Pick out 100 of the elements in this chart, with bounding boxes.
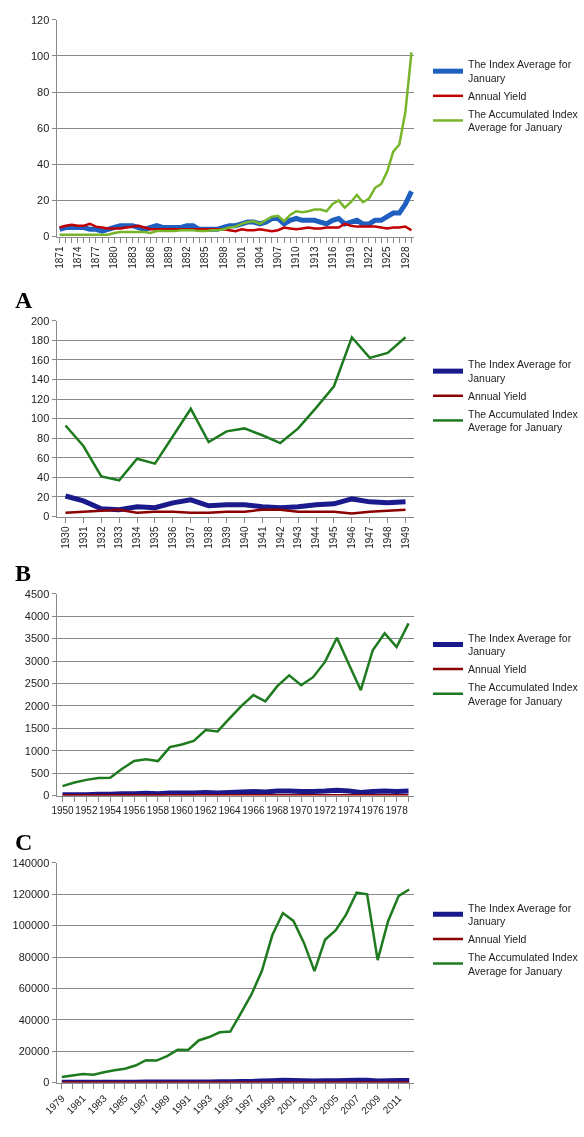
y-tick-label: 2500: [24, 677, 50, 690]
y-tick-label: 20000: [18, 1044, 50, 1057]
x-tick-label: 1966: [242, 804, 265, 816]
x-tick-label: 1936: [167, 526, 179, 549]
x-tick-label: 1964: [218, 804, 242, 816]
y-tick-label: 0: [43, 789, 50, 802]
legend-label: The Accumulated Index Average for January: [468, 681, 579, 707]
x-tick-label: 1916: [326, 246, 338, 269]
x-tick-label: 1910: [290, 246, 302, 269]
y-tick-label: 0: [43, 510, 50, 523]
x-tick-label: 1928: [399, 246, 411, 269]
y-tick-label: 4500: [24, 587, 50, 600]
legend-label: The Accumulated Index Average for January: [468, 107, 579, 134]
x-tick-label: 1907: [272, 246, 284, 269]
x-tick-label: 1960: [170, 804, 194, 816]
x-tick-label: 1913: [308, 246, 320, 269]
y-tick-label: 200: [30, 314, 50, 327]
y-tick-label: 2000: [24, 699, 50, 712]
x-tick-label: 1895: [199, 246, 211, 269]
chart-title: C: [15, 829, 33, 855]
x-tick-label: 1947: [364, 526, 376, 549]
legend-label: The Index Average for January: [468, 358, 572, 385]
y-tick-label: 140: [30, 373, 50, 386]
legend-label: Annual Yield: [468, 389, 527, 402]
x-tick-label: 1904: [254, 246, 266, 269]
legend-label: The Index Average for January: [468, 58, 572, 85]
line-series: [60, 888, 411, 1079]
y-tick-label: 3000: [24, 654, 50, 667]
y-tick-label: 80000: [18, 950, 50, 963]
x-tick-label: 1931: [77, 526, 89, 549]
y-tick-label: 20: [37, 194, 50, 207]
x-tick-label: 1932: [95, 526, 107, 549]
x-tick-label: 1898: [217, 246, 229, 269]
x-tick-label: 1934: [131, 526, 143, 549]
x-tick-label: 1880: [108, 246, 120, 269]
y-tick-label: 40: [37, 158, 50, 171]
legend-label: The Index Average for January: [468, 631, 572, 658]
y-tick-label: 20: [37, 490, 50, 503]
x-tick-label: 1939: [220, 526, 232, 549]
x-tick-label: 1943: [292, 526, 304, 549]
legend-label: The Index Average for January: [468, 901, 572, 928]
x-tick-label: 1954: [99, 804, 122, 816]
x-tick-label: 1937: [185, 526, 197, 549]
y-tick-label: 500: [30, 767, 50, 779]
y-tick-label: 80: [37, 432, 50, 445]
y-tick-label: 60000: [18, 982, 50, 995]
x-tick-label: 1972: [313, 804, 337, 816]
x-tick-label: 1877: [90, 246, 102, 269]
legend-label: Annual Yield: [468, 89, 527, 102]
x-tick-label: 1874: [72, 246, 84, 269]
x-tick-label: 1886: [144, 246, 156, 269]
x-tick-label: 1925: [381, 246, 393, 269]
y-tick-label: 160: [30, 353, 50, 366]
x-tick-label: 1935: [149, 526, 161, 549]
y-tick-label: 0: [43, 1076, 50, 1089]
y-tick-label: 40000: [18, 1013, 50, 1026]
y-tick-label: 180: [30, 334, 50, 347]
y-tick-label: 0: [43, 230, 50, 243]
y-tick-label: 140000: [12, 856, 50, 869]
y-tick-label: 3500: [24, 632, 50, 645]
x-tick-label: 1889: [163, 246, 175, 269]
x-tick-label: 1950: [51, 804, 75, 816]
x-tick-label: 1919: [345, 246, 357, 269]
y-tick-label: 120: [30, 13, 50, 26]
line-series: [64, 336, 407, 482]
x-tick-label: 1940: [238, 526, 250, 549]
x-tick-label: 1892: [181, 246, 193, 269]
y-tick-label: 60: [37, 122, 50, 135]
y-tick-label: 1000: [24, 744, 50, 757]
x-tick-label: 1949: [399, 526, 411, 549]
y-tick-label: 100: [30, 49, 50, 62]
x-tick-label: 1942: [274, 526, 286, 549]
y-tick-label: 80: [37, 85, 50, 98]
legend-label: The Accumulated Index Average for January: [468, 950, 579, 977]
x-tick-label: 1976: [361, 804, 385, 816]
x-tick-label: 1948: [381, 526, 393, 549]
y-tick-label: 60: [37, 451, 50, 464]
y-tick-label: 120000: [12, 888, 50, 901]
x-tick-label: 1968: [266, 804, 289, 816]
x-tick-label: 1970: [290, 804, 313, 816]
y-tick-label: 120: [30, 392, 50, 405]
legend-label: Annual Yield: [468, 933, 527, 946]
x-tick-label: 1930: [59, 526, 71, 549]
x-tick-label: 1938: [202, 526, 214, 549]
y-tick-label: 100000: [12, 919, 50, 932]
chart-title: A: [15, 287, 33, 313]
legend-label: Annual Yield: [468, 663, 527, 676]
y-tick-label: 40: [37, 471, 50, 484]
x-tick-label: 1962: [194, 804, 218, 816]
x-tick-label: 1901: [235, 246, 247, 269]
x-tick-label: 1883: [126, 246, 138, 269]
legend-label: The Accumulated Index Average for January: [468, 407, 579, 434]
x-tick-label: 1978: [385, 804, 409, 816]
y-tick-label: 1500: [24, 722, 50, 735]
x-tick-label: 1958: [146, 804, 170, 816]
line-series: [61, 622, 410, 788]
x-tick-label: 1974: [337, 804, 361, 816]
x-tick-label: 1922: [363, 246, 375, 269]
x-tick-label: 1952: [75, 804, 98, 816]
x-tick-label: 1944: [310, 526, 322, 549]
